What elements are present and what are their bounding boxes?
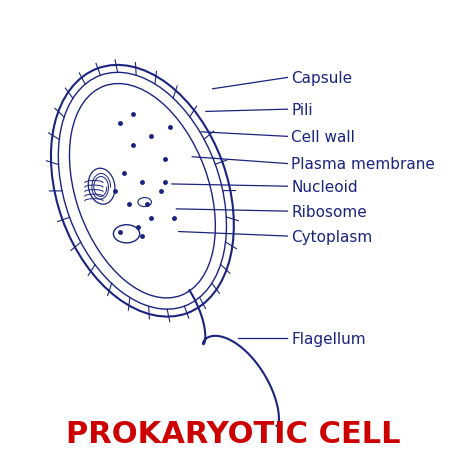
- Text: Cytoplasm: Cytoplasm: [291, 229, 372, 244]
- Ellipse shape: [71, 86, 214, 297]
- Text: Ribosome: Ribosome: [291, 204, 367, 219]
- Text: PROKARYOTIC CELL: PROKARYOTIC CELL: [66, 419, 400, 448]
- Text: Capsule: Capsule: [291, 71, 352, 86]
- Text: Nucleoid: Nucleoid: [291, 179, 358, 194]
- Text: Flagellum: Flagellum: [291, 331, 366, 346]
- Text: Pili: Pili: [291, 102, 312, 117]
- Text: Plasma membrane: Plasma membrane: [291, 157, 435, 172]
- Text: Cell wall: Cell wall: [291, 130, 355, 145]
